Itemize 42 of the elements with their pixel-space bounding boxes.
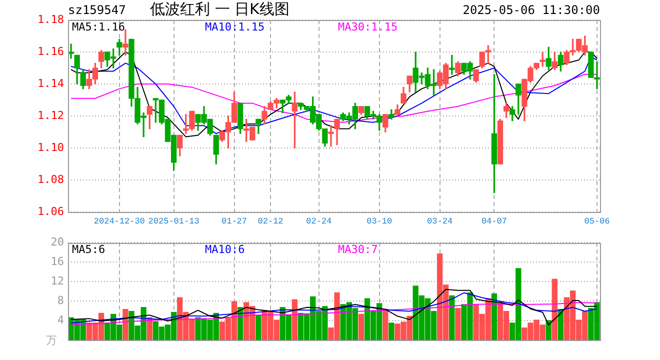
y-tick-label: 20 (50, 235, 64, 248)
text: 2025-05-06 11:30:00 (462, 3, 600, 17)
text: MA5:6 (72, 242, 106, 256)
y-tick-label: 1.16 (38, 44, 64, 58)
x-tick-label: 2025-01-13 (148, 216, 200, 226)
y-tick-label: 16 (50, 254, 64, 268)
y-tick-label: 1.18 (38, 12, 64, 26)
bar (546, 320, 552, 340)
chart-title: 低波红利 一 日K线图 (150, 0, 290, 18)
y-tick-label: 1.12 (38, 108, 64, 122)
text: MA10:1.15 (205, 20, 265, 34)
series-label: MA5:1.16 (72, 20, 125, 34)
y-tick-label: 1.14 (38, 76, 64, 90)
y-tick-label: 1.06 (38, 204, 64, 218)
bar (388, 322, 394, 340)
bar (358, 314, 364, 340)
x-tick-label: 04-07 (481, 216, 507, 226)
bar (455, 308, 461, 340)
y-axis-title: 万 (46, 334, 57, 348)
text: MA10:6 (205, 242, 245, 256)
x-tick-label: 02-12 (258, 216, 284, 226)
bar (122, 308, 128, 340)
bar (292, 299, 298, 340)
y-tick-label: 4 (57, 313, 64, 326)
bar (256, 315, 262, 340)
text: sz159547 (68, 3, 126, 17)
bar (552, 278, 558, 340)
bar (382, 308, 388, 340)
x-tick-label: 02-24 (306, 216, 332, 226)
text: MA30:7 (338, 242, 378, 256)
x-tick-label: 03-10 (366, 216, 392, 226)
x-tick-label: 05-06 (584, 216, 610, 226)
x-tick-label: 03-24 (427, 216, 453, 226)
x-tick-label: 01-27 (221, 216, 248, 226)
bar (449, 295, 455, 340)
y-tick-label: 12 (50, 274, 64, 288)
y-tick-label: 1.08 (38, 172, 64, 186)
text: MA30:1.15 (338, 20, 398, 34)
x-tick-label: 2024-12-30 (94, 216, 145, 226)
bar (491, 293, 498, 340)
y-tick-label: 1.10 (38, 140, 64, 154)
y-tick-label: 8 (57, 294, 64, 307)
